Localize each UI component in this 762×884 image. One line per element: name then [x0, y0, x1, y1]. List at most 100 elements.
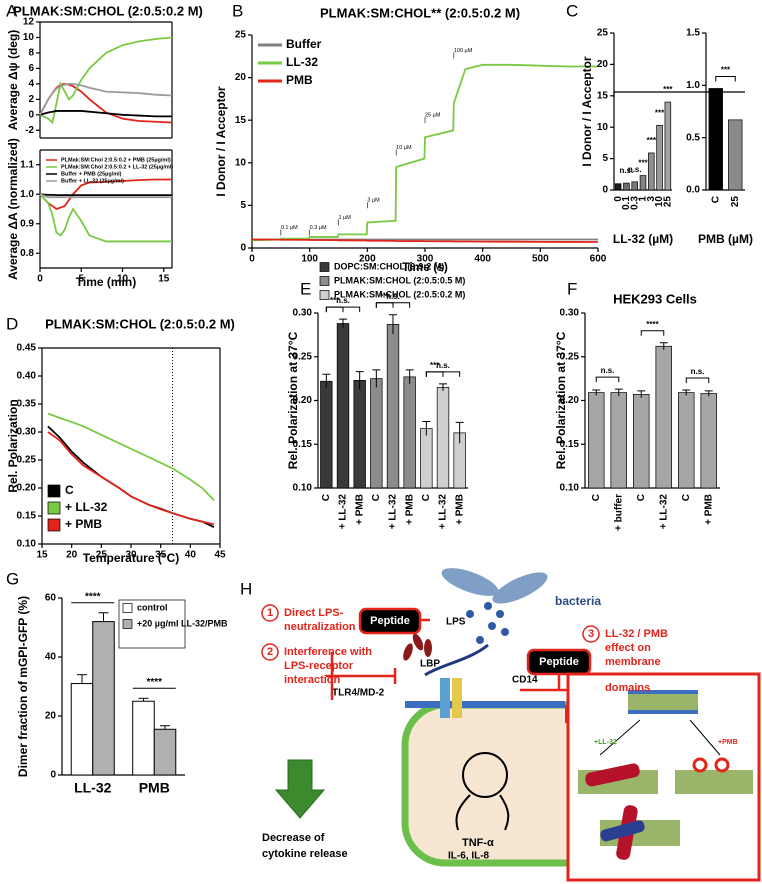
bar: [648, 152, 655, 191]
x-tick-label: 0: [249, 254, 255, 265]
panel-letter: C: [566, 1, 578, 20]
y-tick-label: 0.30: [560, 308, 580, 319]
y-tick-label: -2: [25, 125, 34, 136]
panel-letter: A: [6, 1, 18, 20]
significance: n.s.: [691, 367, 705, 376]
legend-label: control: [137, 602, 168, 612]
bar: [386, 324, 400, 489]
significance: ***: [330, 296, 340, 305]
bar: [153, 728, 177, 776]
down-arrow: [274, 759, 326, 819]
significance: ****: [146, 677, 162, 688]
outcome: Decrease of: [262, 832, 325, 844]
significance: n.s.: [620, 166, 634, 175]
annotation: 3 µM: [367, 198, 380, 204]
x-axis-label: Time (s): [402, 260, 448, 274]
bracket: [325, 306, 361, 313]
annotation: 0.1 µM: [281, 225, 298, 231]
y-tick-label: 0.25: [293, 351, 313, 362]
y-tick-label: 40: [45, 652, 57, 663]
y-tick-label: 20: [235, 72, 247, 83]
legend-label: C: [65, 483, 74, 497]
y-tick-label: 0: [240, 243, 246, 254]
panel-letter: G: [6, 569, 19, 588]
arrow: [455, 794, 510, 831]
bar: [70, 683, 94, 776]
x-tick-label: + LL-32: [438, 494, 449, 530]
receptor: [452, 678, 462, 718]
y-tick-label: 12: [23, 17, 35, 28]
inset-label: +PMB: [718, 739, 738, 746]
legend-label: PLMak:SM:Chol 2:0.5:0.2 + PMB (25µg/ml): [61, 157, 171, 163]
y-tick-label: 0.10: [560, 483, 580, 494]
y-axis-label: Rel. Polarization at 37°C: [286, 331, 300, 469]
x-axis-label: Temperature (°C): [83, 551, 180, 565]
y-tick-label: 60: [45, 593, 57, 604]
panel-letter: H: [240, 579, 252, 598]
y-tick-label: 4: [28, 79, 34, 90]
x-tick-label: 35: [155, 550, 167, 561]
x-tick-label: 15: [36, 550, 48, 561]
step-number: 2: [267, 646, 273, 658]
bacterium: [441, 568, 499, 596]
legend-label: Buffer + LL-32 (25µg/ml): [61, 178, 124, 184]
y-tick-label: 15: [597, 90, 609, 101]
bracket: [685, 377, 710, 383]
x-axis-label: LL-32 (µM): [613, 232, 673, 246]
step-text: membrane: [605, 656, 661, 668]
legend-swatch: [319, 276, 330, 286]
step-text: interaction: [284, 674, 341, 686]
y-tick-label: 0.25: [17, 455, 37, 466]
x-tick-label: 30: [125, 550, 137, 561]
y-tick-label: 0.35: [17, 399, 37, 410]
y-tick-label: 5: [602, 153, 608, 164]
significance: ***: [721, 66, 731, 75]
bracket: [425, 371, 444, 377]
peptide-label: Peptide: [370, 615, 410, 627]
legend-label: + PMB: [65, 517, 102, 531]
bar: [588, 392, 605, 489]
x-tick-label: 25: [96, 550, 108, 561]
x-tick-label: C: [421, 494, 432, 501]
arrow: [424, 643, 489, 677]
bracket: [595, 376, 620, 383]
x-tick-label: + LL-32: [388, 494, 399, 530]
panel-letter: F: [567, 279, 577, 298]
y-tick-label: 1.1: [20, 159, 34, 170]
y-tick-label: 10: [23, 32, 35, 43]
y-tick-label: 0.20: [17, 483, 37, 494]
x-tick-label: 3: [646, 196, 657, 202]
bracket: [425, 371, 461, 377]
x-tick-label: 15: [158, 274, 170, 285]
y-tick-label: 0.20: [560, 395, 580, 406]
y-tick-label: 0.0: [686, 185, 700, 196]
line: [251, 238, 599, 243]
line: [39, 193, 172, 197]
legend-swatch: [47, 501, 61, 515]
y-tick-label: 0.25: [560, 351, 580, 362]
legend-label: PLMAK:SM:CHOL (2:0.5:0.5 M): [334, 275, 465, 285]
bracket: [325, 306, 344, 313]
step-number: 3: [588, 628, 594, 640]
x-tick-label: C: [710, 196, 721, 203]
x-tick-label: 0: [613, 196, 624, 202]
bar: [700, 393, 717, 489]
x-tick-label: + LL-32: [338, 494, 349, 530]
significance: n.s.: [436, 361, 450, 370]
y-tick-label: 0.10: [17, 539, 37, 550]
x-tick-label: C: [371, 494, 382, 501]
significance: ****: [85, 591, 101, 602]
legend-swatch: [319, 262, 330, 272]
y-tick-label: 1.5: [686, 28, 700, 39]
y-tick-label: 0: [602, 185, 608, 196]
panel-letter: E: [300, 279, 311, 298]
bacterium: [492, 572, 548, 604]
bar: [420, 428, 433, 489]
step-circle: [582, 625, 600, 643]
chart-title: PLMAK:SM:CHOL (2:0.5:0.2 M): [45, 316, 235, 331]
peptide-label: Peptide: [539, 656, 579, 668]
x-tick-label: 500: [532, 254, 549, 265]
bar: [336, 323, 350, 489]
annotation: 0.3 µM: [310, 225, 327, 231]
